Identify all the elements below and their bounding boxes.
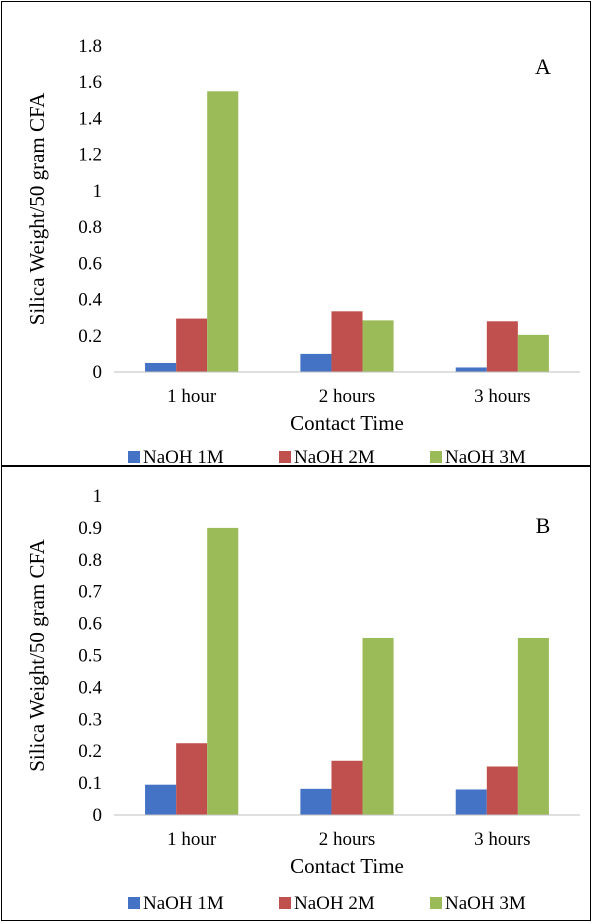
x-axis-title: Contact Time bbox=[290, 411, 404, 435]
y-axis-title: Silica Weight/50 gram CFA bbox=[25, 92, 49, 325]
y-tick-label: 1.2 bbox=[78, 145, 102, 166]
legend-label: NaOH 2M bbox=[294, 893, 375, 914]
bar-naoh-3m bbox=[207, 527, 239, 815]
bar-naoh-1m bbox=[455, 789, 487, 815]
x-category-label: 1 hour bbox=[167, 386, 217, 407]
y-tick-label: 0.6 bbox=[78, 253, 102, 274]
bar-naoh-2m bbox=[486, 321, 518, 372]
legend-label: NaOH 1M bbox=[143, 893, 224, 914]
x-category-label: 2 hours bbox=[319, 829, 375, 850]
y-tick-label: 0 bbox=[93, 362, 103, 383]
chart-panel-a: 0 0.2 0.4 0.6 0.8 1 1.2 1.4 1.6 1.8 1 hour 2 hours 3… bbox=[1, 1, 591, 466]
legend-label: NaOH 3M bbox=[445, 893, 526, 914]
legend-label: NaOH 1M bbox=[143, 447, 224, 465]
legend-swatch bbox=[430, 897, 442, 909]
y-tick-label: 1.4 bbox=[78, 108, 102, 129]
y-axis-title: Silica Weight/50 gram CFA bbox=[25, 538, 49, 771]
x-category-label: 3 hours bbox=[474, 386, 530, 407]
bar-naoh-1m bbox=[300, 788, 332, 815]
legend-label: NaOH 2M bbox=[294, 447, 375, 465]
chart-a-svg: 0 0.2 0.4 0.6 0.8 1 1.2 1.4 1.6 1.8 1 hour 2 hours 3… bbox=[25, 36, 580, 465]
y-tick-label: 0.7 bbox=[78, 582, 102, 603]
y-tick-label: 1 bbox=[93, 486, 103, 507]
legend-swatch bbox=[128, 897, 140, 909]
y-tick-label: 0.8 bbox=[78, 550, 102, 571]
panel-label: B bbox=[536, 513, 551, 538]
bar-naoh-2m bbox=[176, 743, 208, 815]
y-tick-label: 0.4 bbox=[78, 290, 102, 311]
legend-swatch bbox=[279, 451, 291, 463]
y-tick-label: 1.6 bbox=[78, 72, 102, 93]
y-tick-label: 1 bbox=[93, 181, 103, 202]
y-tick-label: 0.1 bbox=[78, 773, 102, 794]
y-tick-label: 0.3 bbox=[78, 709, 102, 730]
y-tick-label: 0.8 bbox=[78, 217, 102, 238]
bar-naoh-3m bbox=[362, 320, 394, 372]
bar-naoh-1m bbox=[145, 362, 177, 372]
bar-naoh-3m bbox=[517, 637, 549, 815]
y-tick-label: 0.2 bbox=[78, 741, 102, 762]
y-tick-label: 0.5 bbox=[78, 646, 102, 667]
bar-naoh-2m bbox=[486, 766, 518, 815]
bar-naoh-1m bbox=[145, 784, 177, 815]
x-category-label: 1 hour bbox=[167, 829, 217, 850]
bar-naoh-1m bbox=[300, 353, 332, 372]
legend-swatch bbox=[128, 451, 140, 463]
bar-naoh-2m bbox=[176, 318, 208, 372]
legend-swatch bbox=[279, 897, 291, 909]
y-tick-label: 0.4 bbox=[78, 677, 102, 698]
bar-naoh-3m bbox=[207, 91, 239, 373]
bar-naoh-3m bbox=[517, 334, 549, 372]
y-tick-label: 0.2 bbox=[78, 326, 102, 347]
bar-naoh-3m bbox=[362, 637, 394, 815]
legend-swatch bbox=[430, 451, 442, 463]
bar-naoh-2m bbox=[331, 760, 363, 815]
x-category-label: 3 hours bbox=[474, 829, 530, 850]
x-category-label: 2 hours bbox=[319, 386, 375, 407]
x-axis-title: Contact Time bbox=[290, 854, 404, 878]
chart-panel-b: 0 0.1 0.2 0.3 0.4 0.5 0.6 0.7 0.8 0.9 1 1 hour 2 hou… bbox=[1, 466, 591, 921]
legend-label: NaOH 3M bbox=[445, 447, 526, 465]
y-tick-label: 1.8 bbox=[78, 36, 102, 57]
y-tick-label: 0.9 bbox=[78, 518, 102, 539]
panel-label: A bbox=[535, 54, 551, 79]
chart-b-svg: 0 0.1 0.2 0.3 0.4 0.5 0.6 0.7 0.8 0.9 1 1 hour 2 hou… bbox=[25, 486, 580, 914]
y-tick-label: 0 bbox=[93, 805, 103, 826]
y-tick-label: 0.6 bbox=[78, 614, 102, 635]
bar-naoh-1m bbox=[455, 367, 487, 372]
bar-naoh-2m bbox=[331, 311, 363, 372]
